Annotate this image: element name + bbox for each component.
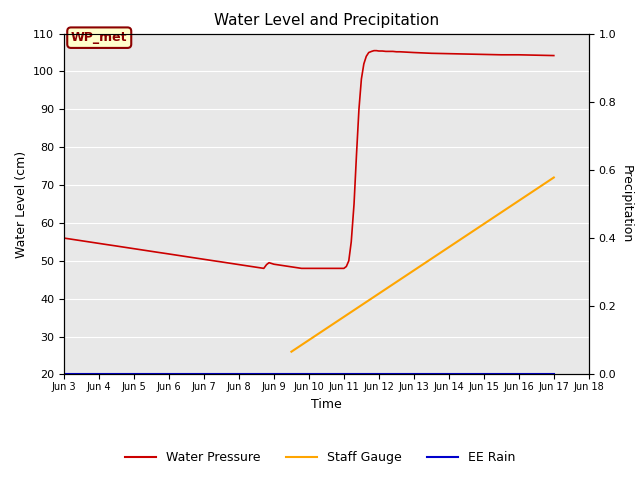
Water Pressure	[292, 265, 300, 271]
Water Pressure	[168, 252, 175, 257]
Water Pressure	[550, 53, 557, 59]
Water Pressure	[260, 265, 268, 271]
Legend: Water Pressure, Staff Gauge, EE Rain: Water Pressure, Staff Gauge, EE Rain	[120, 446, 520, 469]
Title: Water Level and Precipitation: Water Level and Precipitation	[214, 13, 439, 28]
Staff Gauge	[550, 175, 557, 180]
Staff Gauge	[287, 349, 295, 355]
Water Pressure	[378, 48, 386, 54]
X-axis label: Time: Time	[311, 397, 342, 410]
Y-axis label: Water Level (cm): Water Level (cm)	[15, 150, 28, 258]
Water Pressure	[230, 261, 238, 267]
Line: Staff Gauge: Staff Gauge	[291, 178, 554, 352]
Water Pressure	[245, 263, 253, 269]
Water Pressure	[60, 235, 68, 241]
Line: Water Pressure: Water Pressure	[64, 51, 554, 268]
Water Pressure	[285, 264, 293, 269]
Y-axis label: Precipitation: Precipitation	[620, 165, 633, 243]
Text: WP_met: WP_met	[71, 31, 127, 44]
Water Pressure	[370, 48, 378, 54]
